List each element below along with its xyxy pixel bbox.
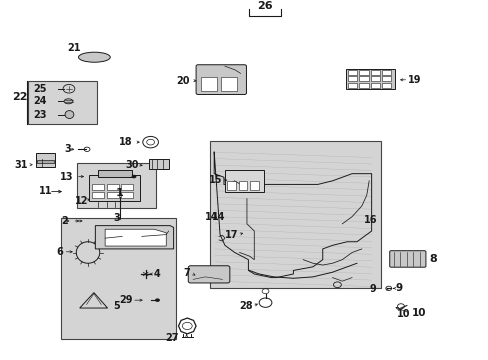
- Text: 23: 23: [33, 109, 46, 120]
- Ellipse shape: [64, 99, 73, 104]
- Text: 21: 21: [67, 42, 81, 53]
- Text: 7: 7: [183, 268, 189, 278]
- Bar: [106, 192, 119, 198]
- Bar: [238, 181, 247, 190]
- Text: 26: 26: [257, 1, 272, 11]
- Text: 15: 15: [208, 175, 222, 185]
- Bar: [106, 184, 119, 190]
- FancyBboxPatch shape: [196, 65, 246, 94]
- Bar: [359, 83, 368, 88]
- Circle shape: [131, 175, 136, 178]
- Text: 6: 6: [57, 247, 63, 257]
- Text: 2: 2: [61, 216, 68, 226]
- Text: 12: 12: [74, 195, 88, 206]
- Circle shape: [155, 298, 160, 302]
- Bar: [121, 184, 133, 190]
- Text: 9: 9: [394, 283, 402, 293]
- Bar: [224, 170, 264, 192]
- Bar: [98, 170, 132, 177]
- Text: 31: 31: [15, 160, 28, 170]
- Ellipse shape: [65, 111, 74, 118]
- Text: 27: 27: [164, 333, 178, 343]
- FancyBboxPatch shape: [389, 251, 425, 267]
- Text: 3: 3: [64, 144, 71, 154]
- Bar: [347, 76, 357, 81]
- Text: 28: 28: [239, 301, 253, 311]
- Ellipse shape: [78, 52, 110, 62]
- Bar: [370, 76, 379, 81]
- Text: 17: 17: [224, 230, 238, 240]
- Bar: [381, 83, 390, 88]
- Bar: [89, 175, 140, 201]
- Text: 30: 30: [124, 160, 138, 170]
- Bar: [381, 76, 390, 81]
- Bar: [347, 83, 357, 88]
- Bar: [210, 141, 381, 288]
- Bar: [36, 153, 55, 167]
- Text: 14: 14: [212, 212, 225, 222]
- Bar: [28, 81, 97, 123]
- Text: 9: 9: [369, 284, 376, 294]
- Bar: [37, 160, 54, 163]
- Bar: [249, 181, 258, 190]
- Bar: [121, 192, 133, 198]
- Bar: [221, 77, 236, 90]
- Text: 22: 22: [12, 92, 27, 102]
- Text: 25: 25: [33, 84, 46, 94]
- Bar: [61, 219, 176, 338]
- Text: 4: 4: [154, 269, 161, 279]
- Text: 1: 1: [116, 188, 123, 198]
- Bar: [347, 70, 357, 75]
- Text: 19: 19: [407, 75, 421, 85]
- Text: 29: 29: [119, 295, 133, 305]
- Bar: [370, 83, 379, 88]
- Text: 11: 11: [39, 186, 52, 196]
- FancyBboxPatch shape: [188, 266, 229, 283]
- Text: 13: 13: [60, 171, 73, 181]
- Text: 18: 18: [119, 137, 133, 147]
- Bar: [92, 184, 104, 190]
- Polygon shape: [95, 226, 173, 249]
- Text: 10: 10: [411, 309, 426, 318]
- Bar: [359, 76, 368, 81]
- Text: 3: 3: [113, 213, 120, 224]
- Bar: [381, 70, 390, 75]
- Bar: [201, 77, 217, 90]
- Bar: [359, 70, 368, 75]
- Text: 10: 10: [396, 309, 410, 319]
- Text: 16: 16: [364, 215, 377, 225]
- Bar: [77, 163, 156, 208]
- Polygon shape: [105, 229, 166, 246]
- Text: 5: 5: [113, 301, 120, 311]
- Text: 14: 14: [204, 212, 218, 222]
- Bar: [92, 192, 104, 198]
- Text: 20: 20: [176, 76, 189, 86]
- Bar: [370, 70, 379, 75]
- Text: 24: 24: [33, 96, 46, 106]
- Text: 8: 8: [428, 254, 436, 264]
- Bar: [227, 181, 236, 190]
- Bar: [346, 69, 394, 90]
- Bar: [149, 159, 168, 169]
